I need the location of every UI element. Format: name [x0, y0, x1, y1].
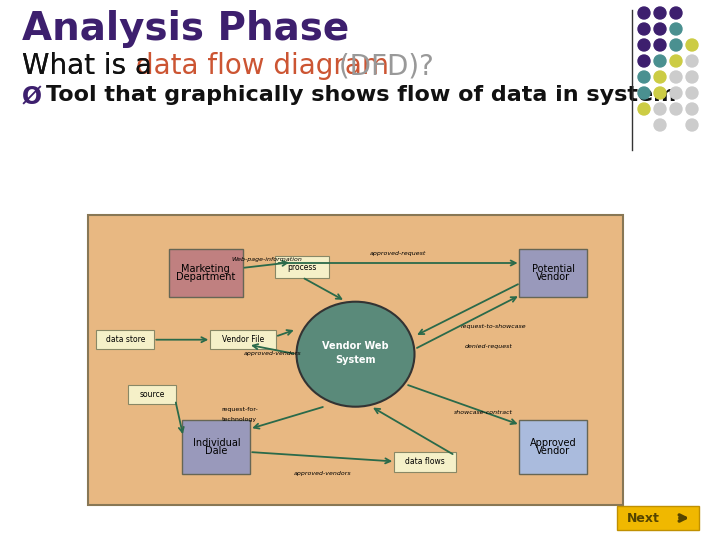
Text: Ø: Ø — [22, 85, 42, 109]
Text: request-to-showcase: request-to-showcase — [461, 323, 526, 329]
Circle shape — [670, 87, 682, 99]
Circle shape — [654, 55, 666, 67]
Circle shape — [638, 87, 650, 99]
Circle shape — [670, 23, 682, 35]
Circle shape — [638, 55, 650, 67]
FancyBboxPatch shape — [168, 249, 243, 297]
Text: System: System — [336, 355, 376, 365]
Text: data flow diagram: data flow diagram — [136, 52, 389, 80]
Text: Next: Next — [626, 511, 660, 524]
FancyBboxPatch shape — [96, 330, 155, 349]
Text: Marketing: Marketing — [181, 264, 230, 274]
Text: (DFD)?: (DFD)? — [330, 52, 433, 80]
Circle shape — [670, 71, 682, 83]
Text: Vendor: Vendor — [536, 272, 570, 282]
Text: Vendor Web: Vendor Web — [322, 341, 389, 351]
Circle shape — [654, 39, 666, 51]
FancyBboxPatch shape — [210, 330, 276, 349]
FancyBboxPatch shape — [519, 249, 588, 297]
Text: data store: data store — [106, 335, 145, 344]
Text: showcase-contract: showcase-contract — [454, 409, 513, 415]
Text: approved-vendors: approved-vendors — [243, 351, 301, 356]
Text: process: process — [287, 262, 317, 272]
Circle shape — [670, 39, 682, 51]
FancyBboxPatch shape — [275, 256, 329, 278]
Circle shape — [654, 71, 666, 83]
FancyBboxPatch shape — [128, 386, 176, 404]
Circle shape — [654, 119, 666, 131]
Circle shape — [638, 23, 650, 35]
FancyBboxPatch shape — [519, 420, 588, 474]
Text: source: source — [140, 390, 165, 399]
Text: Analysis Phase: Analysis Phase — [22, 10, 349, 48]
Text: Vendor: Vendor — [536, 446, 570, 456]
Circle shape — [654, 23, 666, 35]
Text: Tool that graphically shows flow of data in system: Tool that graphically shows flow of data… — [46, 85, 676, 105]
Text: What is a: What is a — [22, 52, 161, 80]
Text: technology: technology — [222, 417, 256, 422]
Circle shape — [686, 87, 698, 99]
Circle shape — [686, 55, 698, 67]
Circle shape — [670, 7, 682, 19]
Text: What is a: What is a — [22, 52, 161, 80]
Circle shape — [638, 7, 650, 19]
Text: What is a data flow diagram (DFD)?: What is a data flow diagram (DFD)? — [22, 52, 518, 80]
Text: Dale: Dale — [205, 446, 228, 456]
Circle shape — [654, 87, 666, 99]
Circle shape — [638, 71, 650, 83]
Circle shape — [670, 103, 682, 115]
Text: Potential: Potential — [532, 264, 575, 274]
Circle shape — [686, 119, 698, 131]
Ellipse shape — [297, 302, 415, 407]
Text: Department: Department — [176, 272, 235, 282]
Text: data flows: data flows — [405, 457, 445, 466]
FancyBboxPatch shape — [617, 506, 699, 530]
FancyBboxPatch shape — [394, 451, 456, 471]
Text: denied-request: denied-request — [464, 343, 513, 349]
Circle shape — [686, 39, 698, 51]
Text: Approved: Approved — [530, 438, 577, 448]
Circle shape — [686, 71, 698, 83]
Text: Web-page-information: Web-page-information — [231, 256, 302, 261]
Text: request-for-: request-for- — [222, 407, 258, 412]
FancyBboxPatch shape — [182, 420, 251, 474]
Circle shape — [686, 103, 698, 115]
Circle shape — [654, 103, 666, 115]
Text: approved-request: approved-request — [370, 251, 426, 255]
Text: approved-vendors: approved-vendors — [294, 471, 351, 476]
Circle shape — [654, 7, 666, 19]
Text: Individual: Individual — [192, 438, 240, 448]
Circle shape — [638, 103, 650, 115]
Text: Vendor File: Vendor File — [222, 335, 264, 344]
Circle shape — [638, 39, 650, 51]
Circle shape — [670, 55, 682, 67]
FancyBboxPatch shape — [88, 215, 623, 505]
